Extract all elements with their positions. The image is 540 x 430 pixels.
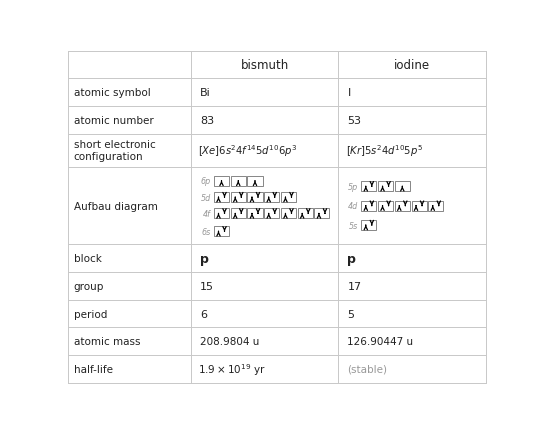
- Text: I: I: [347, 88, 350, 98]
- Text: 4d: 4d: [348, 202, 358, 211]
- Text: atomic mass: atomic mass: [74, 336, 140, 346]
- Text: 5: 5: [347, 309, 354, 319]
- Text: short electronic
configuration: short electronic configuration: [74, 140, 156, 162]
- Bar: [247, 176, 262, 186]
- Text: 6s: 6s: [201, 227, 211, 236]
- Text: $[Xe]6s^{2}4f^{14}5d^{10}6p^{3}$: $[Xe]6s^{2}4f^{14}5d^{10}6p^{3}$: [199, 143, 298, 159]
- Bar: [378, 201, 393, 211]
- Text: iodine: iodine: [394, 59, 430, 72]
- Bar: [281, 209, 296, 219]
- Bar: [378, 182, 393, 192]
- Text: 6p: 6p: [200, 177, 211, 186]
- Text: block: block: [74, 254, 102, 264]
- Bar: [231, 193, 246, 203]
- Text: 15: 15: [200, 281, 214, 291]
- Text: Bi: Bi: [200, 88, 211, 98]
- Bar: [214, 209, 229, 219]
- Bar: [214, 193, 229, 203]
- Text: 17: 17: [347, 281, 362, 291]
- Text: 208.9804 u: 208.9804 u: [200, 336, 260, 346]
- Bar: [428, 201, 443, 211]
- Bar: [281, 193, 296, 203]
- Text: period: period: [74, 309, 107, 319]
- Text: 6: 6: [200, 309, 207, 319]
- Text: $1.9\times10^{19}\ \mathrm{yr}$: $1.9\times10^{19}\ \mathrm{yr}$: [199, 361, 266, 377]
- Bar: [361, 221, 376, 230]
- Text: atomic number: atomic number: [74, 116, 153, 126]
- Text: half-life: half-life: [74, 364, 113, 374]
- Text: $[Kr]5s^{2}4d^{10}5p^{5}$: $[Kr]5s^{2}4d^{10}5p^{5}$: [346, 143, 423, 159]
- Text: 5s: 5s: [349, 221, 358, 230]
- Bar: [395, 182, 410, 192]
- Bar: [361, 201, 376, 211]
- Bar: [411, 201, 427, 211]
- Text: Aufbau diagram: Aufbau diagram: [74, 201, 158, 211]
- Text: p: p: [200, 252, 209, 265]
- Bar: [298, 209, 313, 219]
- Text: 53: 53: [347, 116, 361, 126]
- Text: group: group: [74, 281, 104, 291]
- Bar: [214, 227, 229, 237]
- Bar: [231, 209, 246, 219]
- Bar: [361, 182, 376, 192]
- Bar: [395, 201, 410, 211]
- Bar: [314, 209, 329, 219]
- Bar: [264, 209, 279, 219]
- Text: 4f: 4f: [202, 209, 211, 218]
- Bar: [247, 193, 262, 203]
- Text: 5p: 5p: [348, 182, 358, 191]
- Text: p: p: [347, 252, 356, 265]
- Bar: [214, 176, 229, 186]
- Text: atomic symbol: atomic symbol: [74, 88, 151, 98]
- Bar: [264, 193, 279, 203]
- Text: bismuth: bismuth: [240, 59, 289, 72]
- Text: (stable): (stable): [347, 364, 388, 374]
- Bar: [231, 176, 246, 186]
- Text: 5d: 5d: [200, 193, 211, 202]
- Text: 126.90447 u: 126.90447 u: [347, 336, 414, 346]
- Bar: [247, 209, 262, 219]
- Text: 83: 83: [200, 116, 214, 126]
